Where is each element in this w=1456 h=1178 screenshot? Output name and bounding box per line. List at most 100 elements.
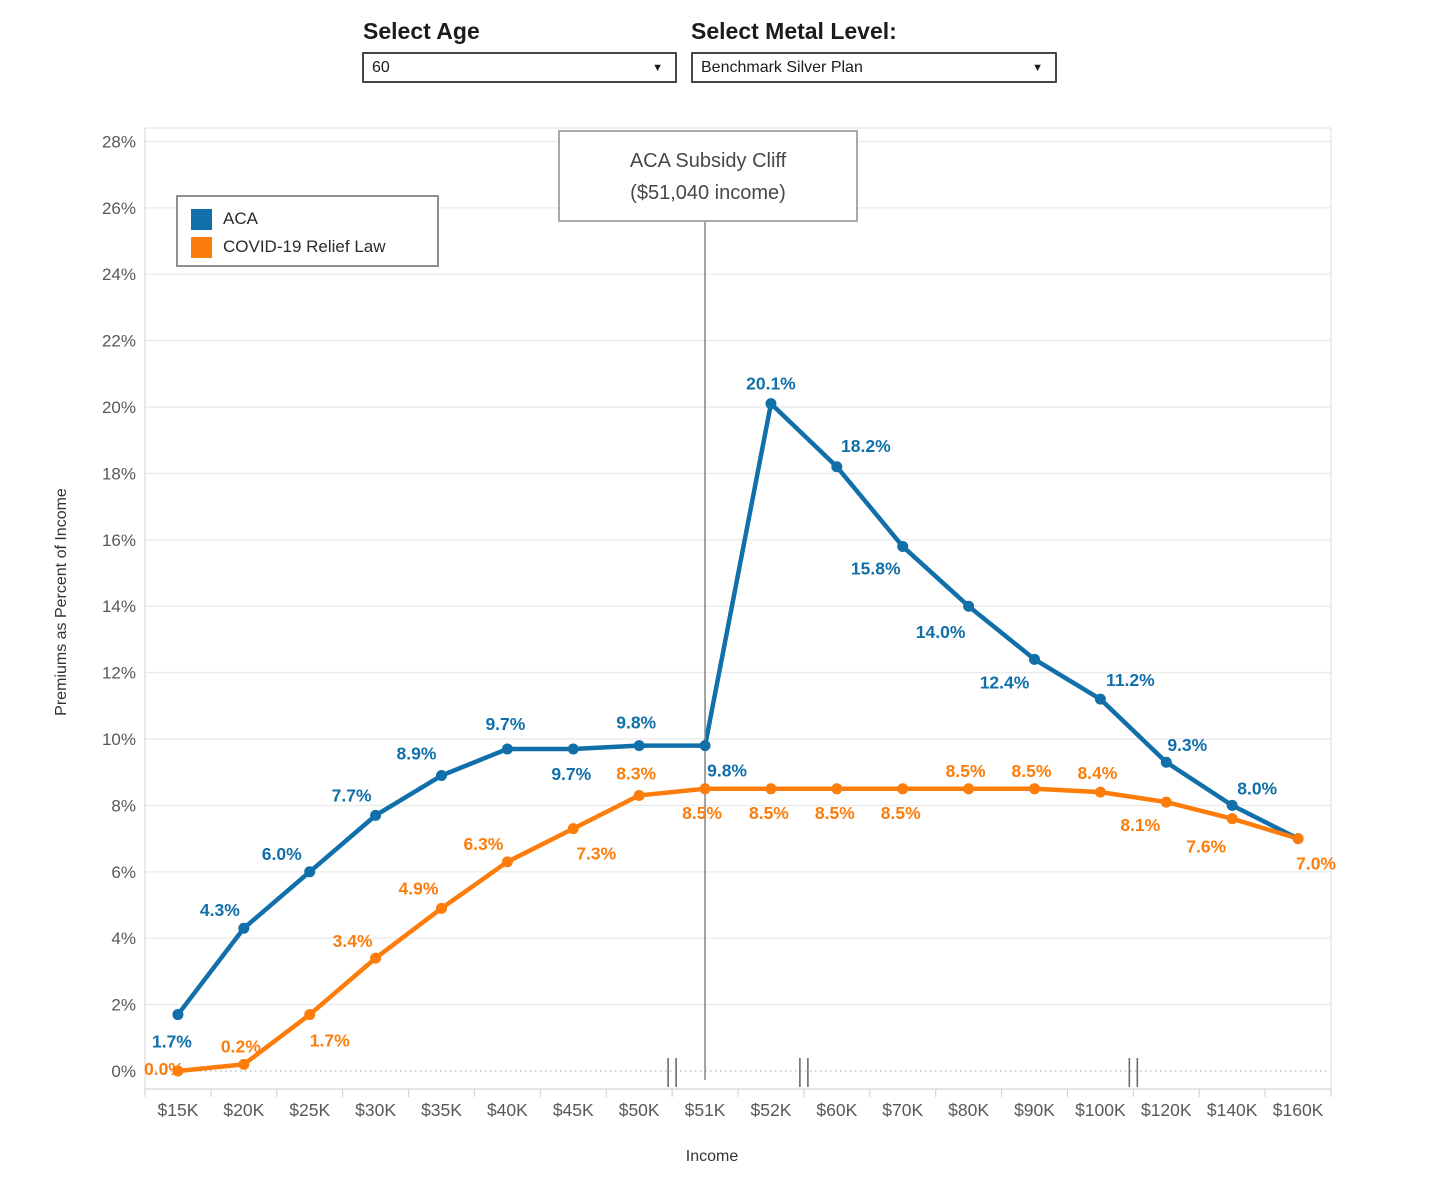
data-point-label: 4.3% xyxy=(200,900,240,920)
data-point-label: 1.7% xyxy=(152,1032,192,1052)
legend-swatch-covid-relief xyxy=(191,236,212,258)
data-point-label: 7.0% xyxy=(1296,854,1336,874)
data-point-label: 8.4% xyxy=(1077,763,1117,783)
data-point[interactable] xyxy=(897,783,909,795)
data-point-label: 8.5% xyxy=(749,803,789,823)
data-point-label: 8.0% xyxy=(1237,778,1277,798)
data-point[interactable] xyxy=(436,902,447,914)
data-point[interactable] xyxy=(1226,813,1238,825)
data-point[interactable] xyxy=(172,1065,184,1077)
y-axis-tick-label: 20% xyxy=(102,398,136,417)
data-point-label: 9.8% xyxy=(616,713,656,733)
legend: ACA COVID-19 Relief Law xyxy=(176,195,439,267)
legend-item-aca[interactable]: ACA xyxy=(191,205,437,233)
data-point-label: 15.8% xyxy=(851,558,901,578)
x-axis-tick-label: $50K xyxy=(619,1100,660,1120)
x-axis-tick-label: $30K xyxy=(355,1100,396,1120)
x-axis-tick-label: $40K xyxy=(487,1100,528,1120)
data-point[interactable] xyxy=(897,540,909,552)
x-axis-tick-label: $140K xyxy=(1207,1100,1258,1120)
data-point[interactable] xyxy=(633,789,645,801)
data-point-label: 7.7% xyxy=(332,785,372,805)
data-point-label: 9.7% xyxy=(551,764,591,784)
data-point-label: 0.0% xyxy=(144,1059,184,1079)
data-point[interactable] xyxy=(1226,799,1238,811)
data-point[interactable] xyxy=(831,783,843,795)
data-point[interactable] xyxy=(172,1009,184,1021)
data-point[interactable] xyxy=(1029,783,1040,795)
data-point[interactable] xyxy=(633,740,645,752)
data-point[interactable] xyxy=(1160,796,1172,808)
annotation-line1: ACA Subsidy Cliff xyxy=(629,150,787,172)
data-point-label: 8.5% xyxy=(1012,761,1052,781)
data-point[interactable] xyxy=(699,783,711,795)
data-point-label: 9.3% xyxy=(1167,735,1207,755)
x-axis-tick-label: $80K xyxy=(948,1100,989,1120)
annotation-box[interactable]: ACA Subsidy Cliff ($51,040 income) xyxy=(558,130,858,222)
data-point[interactable] xyxy=(501,856,513,868)
data-point[interactable] xyxy=(304,866,316,878)
data-point-label: 4.9% xyxy=(399,878,439,898)
legend-item-covid-relief[interactable]: COVID-19 Relief Law xyxy=(191,233,437,261)
data-point[interactable] xyxy=(963,783,975,795)
x-axis-tick-label: $100K xyxy=(1075,1100,1126,1120)
data-point-label: 0.2% xyxy=(221,1036,261,1056)
data-point-label: 9.8% xyxy=(707,761,747,781)
data-point-label: 7.3% xyxy=(576,844,616,864)
data-point[interactable] xyxy=(831,461,843,473)
metal-level-dropdown-value: Benchmark Silver Plan xyxy=(701,58,863,76)
x-axis-tick-label: $51K xyxy=(685,1100,726,1120)
x-axis-tick-label: $52K xyxy=(751,1100,792,1120)
data-point[interactable] xyxy=(1292,833,1304,845)
legend-label-covid-relief: COVID-19 Relief Law xyxy=(223,237,386,256)
data-point-label: 14.0% xyxy=(916,622,966,642)
y-axis-tick-label: 2% xyxy=(111,996,136,1015)
y-axis-tick-label: 4% xyxy=(111,929,136,948)
x-axis-title: Income xyxy=(686,1148,739,1165)
age-dropdown[interactable]: 60 ▼ xyxy=(362,52,677,83)
y-axis-tick-label: 10% xyxy=(102,730,136,749)
data-point[interactable] xyxy=(501,743,513,755)
y-axis-tick-label: 22% xyxy=(102,332,136,351)
data-point[interactable] xyxy=(304,1009,316,1021)
data-point[interactable] xyxy=(370,952,382,964)
data-point[interactable] xyxy=(699,740,711,752)
y-axis-tick-label: 14% xyxy=(102,597,136,616)
y-axis-tick-label: 28% xyxy=(102,132,136,151)
x-axis-tick-label: $160K xyxy=(1273,1100,1324,1120)
data-point[interactable] xyxy=(567,743,579,755)
annotation-line2: ($51,040 income) xyxy=(630,182,786,204)
data-point[interactable] xyxy=(1160,756,1172,768)
data-point-label: 8.5% xyxy=(815,803,855,823)
x-axis-tick-label: $35K xyxy=(421,1100,462,1120)
data-point[interactable] xyxy=(370,809,382,821)
dropdown-arrow-icon: ▼ xyxy=(652,61,663,74)
data-point[interactable] xyxy=(1029,653,1040,665)
data-point-label: 1.7% xyxy=(310,1031,350,1051)
legend-label-aca: ACA xyxy=(223,209,258,228)
data-point[interactable] xyxy=(567,823,579,835)
y-axis-title: Premiums as Percent of Income xyxy=(53,488,70,716)
x-axis-tick-label: $15K xyxy=(158,1100,199,1120)
data-point[interactable] xyxy=(765,398,777,410)
data-point[interactable] xyxy=(1094,786,1106,798)
x-axis-tick-label: $45K xyxy=(553,1100,594,1120)
data-point[interactable] xyxy=(963,600,975,612)
select-metal-level-label: Select Metal Level: xyxy=(691,18,897,44)
data-point[interactable] xyxy=(765,783,777,795)
data-point[interactable] xyxy=(436,770,447,782)
select-age-label: Select Age xyxy=(363,18,480,44)
data-point-label: 12.4% xyxy=(980,672,1030,692)
data-point[interactable] xyxy=(238,1058,250,1070)
data-point[interactable] xyxy=(1094,693,1106,705)
data-point-label: 3.4% xyxy=(333,931,373,951)
data-point-label: 8.5% xyxy=(682,803,722,823)
x-axis-tick-label: $70K xyxy=(882,1100,923,1120)
y-axis-tick-label: 16% xyxy=(102,531,136,550)
y-axis-tick-label: 0% xyxy=(111,1062,136,1081)
metal-level-dropdown[interactable]: Benchmark Silver Plan ▼ xyxy=(691,52,1057,83)
x-axis-tick-label: $25K xyxy=(289,1100,330,1120)
data-point[interactable] xyxy=(238,922,250,934)
